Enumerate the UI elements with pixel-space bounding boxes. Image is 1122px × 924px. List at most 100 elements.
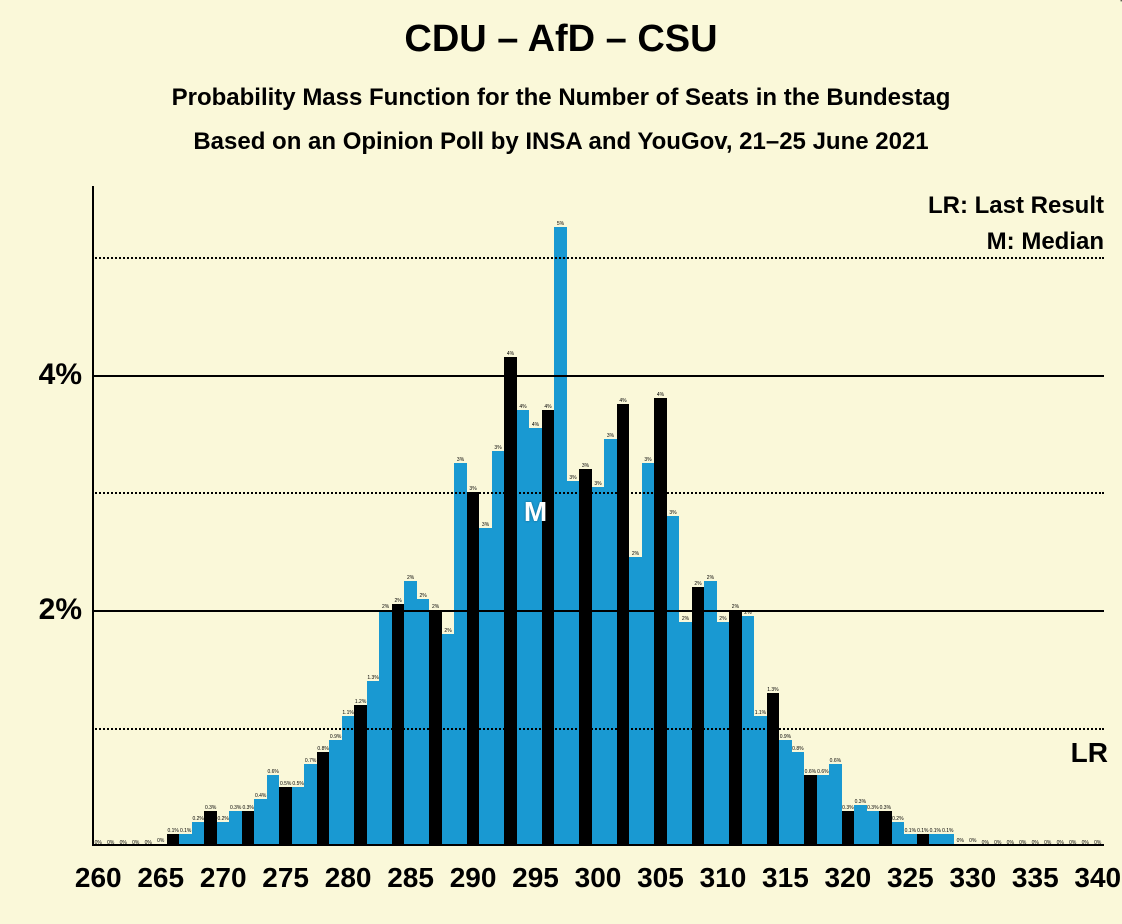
bar: 2%: [404, 581, 416, 846]
bar-value-label: 0.3%: [242, 805, 253, 811]
bar: 4%: [542, 410, 554, 846]
bar: 3%: [479, 528, 491, 846]
legend-m: M: Median: [987, 228, 1104, 256]
gridline-minor: [92, 492, 1104, 494]
chart-plot-area: 0%0%0%0%0%0%0.1%0.1%0.2%0.3%0.2%0.3%0.3%…: [92, 186, 1104, 846]
bar: 4%: [529, 428, 541, 846]
bar: 5%: [554, 227, 566, 846]
bar: 0.3%: [242, 811, 254, 846]
last-result-marker: LR: [1071, 737, 1108, 769]
bar-value-label: 0.1%: [942, 828, 953, 834]
bar: 0.9%: [329, 740, 341, 846]
x-tick-label: 285: [387, 862, 434, 894]
bar-value-label: 0.2%: [192, 816, 203, 822]
x-tick-label: 305: [637, 862, 684, 894]
bar: 1.2%: [354, 705, 366, 846]
bar-value-label: 3%: [569, 475, 576, 481]
bar-value-label: 0.2%: [217, 816, 228, 822]
x-tick-label: 325: [887, 862, 934, 894]
bar-value-label: 0.1%: [180, 828, 191, 834]
bar: 0.2%: [192, 822, 204, 846]
bar: 3%: [567, 481, 579, 846]
x-tick-label: 330: [949, 862, 996, 894]
gridline: [92, 610, 1104, 612]
bar: 2%: [679, 622, 691, 846]
gridline-minor: [92, 257, 1104, 259]
bar-value-label: 0.3%: [205, 805, 216, 811]
x-tick-label: 295: [512, 862, 559, 894]
bar-value-label: 3%: [669, 510, 676, 516]
bar-value-label: 1.2%: [355, 699, 366, 705]
bar: 2%: [629, 557, 641, 846]
bar-value-label: 0.3%: [880, 805, 891, 811]
x-tick-label: 290: [450, 862, 497, 894]
bar-value-label: 0.6%: [267, 769, 278, 775]
bar-value-label: 0.9%: [780, 734, 791, 740]
bar: 4%: [517, 410, 529, 846]
bar: 0.6%: [817, 775, 829, 846]
median-marker: M: [524, 496, 547, 528]
bar: 3%: [467, 492, 479, 846]
bar-value-label: 0.3%: [855, 799, 866, 805]
bar-value-label: 4%: [657, 392, 664, 398]
bar-value-label: 2%: [444, 628, 451, 634]
gridline-minor: [92, 728, 1104, 730]
bar-value-label: 2%: [707, 575, 714, 581]
bar: 2%: [442, 634, 454, 846]
bar: 0.3%: [879, 811, 891, 846]
bar-value-label: 0.9%: [330, 734, 341, 740]
bar-value-label: 0.3%: [842, 805, 853, 811]
bar-value-label: 0.6%: [830, 758, 841, 764]
bar-value-label: 2%: [632, 551, 639, 557]
bar: 0.3%: [854, 805, 866, 846]
bar: 3%: [592, 487, 604, 846]
bar-value-label: 4%: [532, 422, 539, 428]
bar-value-label: 0%: [969, 838, 976, 844]
chart-subtitle-1: Probability Mass Function for the Number…: [0, 84, 1122, 112]
bar: 0.3%: [204, 811, 216, 846]
bar: 2%: [417, 599, 429, 847]
bar-value-label: 3%: [607, 433, 614, 439]
bar: 2%: [692, 587, 704, 846]
bar: 1.3%: [767, 693, 779, 846]
bar: 3%: [492, 451, 504, 846]
bar: 3%: [579, 469, 591, 846]
bar-value-label: 0%: [957, 838, 964, 844]
bar: 0.6%: [829, 764, 841, 847]
chart-title: CDU – AfD – CSU: [0, 18, 1122, 61]
bar: 0.5%: [292, 787, 304, 846]
legend-lr: LR: Last Result: [928, 192, 1104, 220]
bar-value-label: 0.5%: [280, 781, 291, 787]
gridline: [92, 375, 1104, 377]
bar: 3%: [454, 463, 466, 846]
bar-value-label: 0.1%: [917, 828, 928, 834]
bar-value-label: 2%: [682, 616, 689, 622]
bar-value-label: 0.6%: [817, 769, 828, 775]
bar-value-label: 0.8%: [317, 746, 328, 752]
bar: 4%: [654, 398, 666, 846]
bar: 0.4%: [254, 799, 266, 846]
x-tick-label: 320: [825, 862, 872, 894]
x-tick-label: 270: [200, 862, 247, 894]
bar: 2%: [717, 622, 729, 846]
bar-value-label: 0.1%: [930, 828, 941, 834]
copyright-text: © 2021 Filip van Laenen: [1118, 0, 1122, 2]
bar-value-label: 0.4%: [255, 793, 266, 799]
bar: 0.2%: [217, 822, 229, 846]
chart-subtitle-2: Based on an Opinion Poll by INSA and You…: [0, 128, 1122, 156]
x-tick-label: 275: [262, 862, 309, 894]
bar: 0.5%: [279, 787, 291, 846]
bar: 0.8%: [792, 752, 804, 846]
bar-value-label: 3%: [482, 522, 489, 528]
y-tick-label: 2%: [39, 593, 92, 627]
bar-value-label: 3%: [644, 457, 651, 463]
bar-value-label: 3%: [594, 481, 601, 487]
bar-value-label: 1.1%: [755, 710, 766, 716]
bar-value-label: 0.7%: [305, 758, 316, 764]
bar-value-label: 0.2%: [892, 816, 903, 822]
x-tick-label: 315: [762, 862, 809, 894]
x-tick-label: 280: [325, 862, 372, 894]
bar-value-label: 3%: [494, 445, 501, 451]
bar-value-label: 2%: [407, 575, 414, 581]
bar: 2%: [392, 604, 404, 846]
